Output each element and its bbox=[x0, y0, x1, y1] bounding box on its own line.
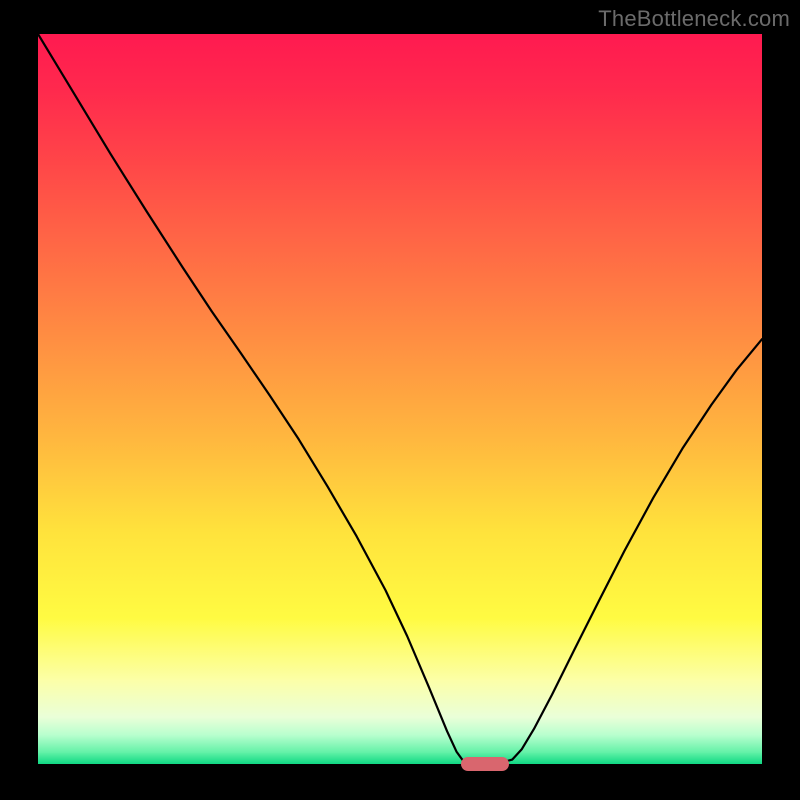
chart-stage: TheBottleneck.com bbox=[0, 0, 800, 800]
bottleneck-marker bbox=[461, 757, 509, 771]
bottleneck-curve bbox=[38, 34, 762, 763]
curve-svg bbox=[38, 34, 762, 764]
watermark-text: TheBottleneck.com bbox=[598, 6, 790, 32]
plot-area bbox=[38, 34, 762, 764]
